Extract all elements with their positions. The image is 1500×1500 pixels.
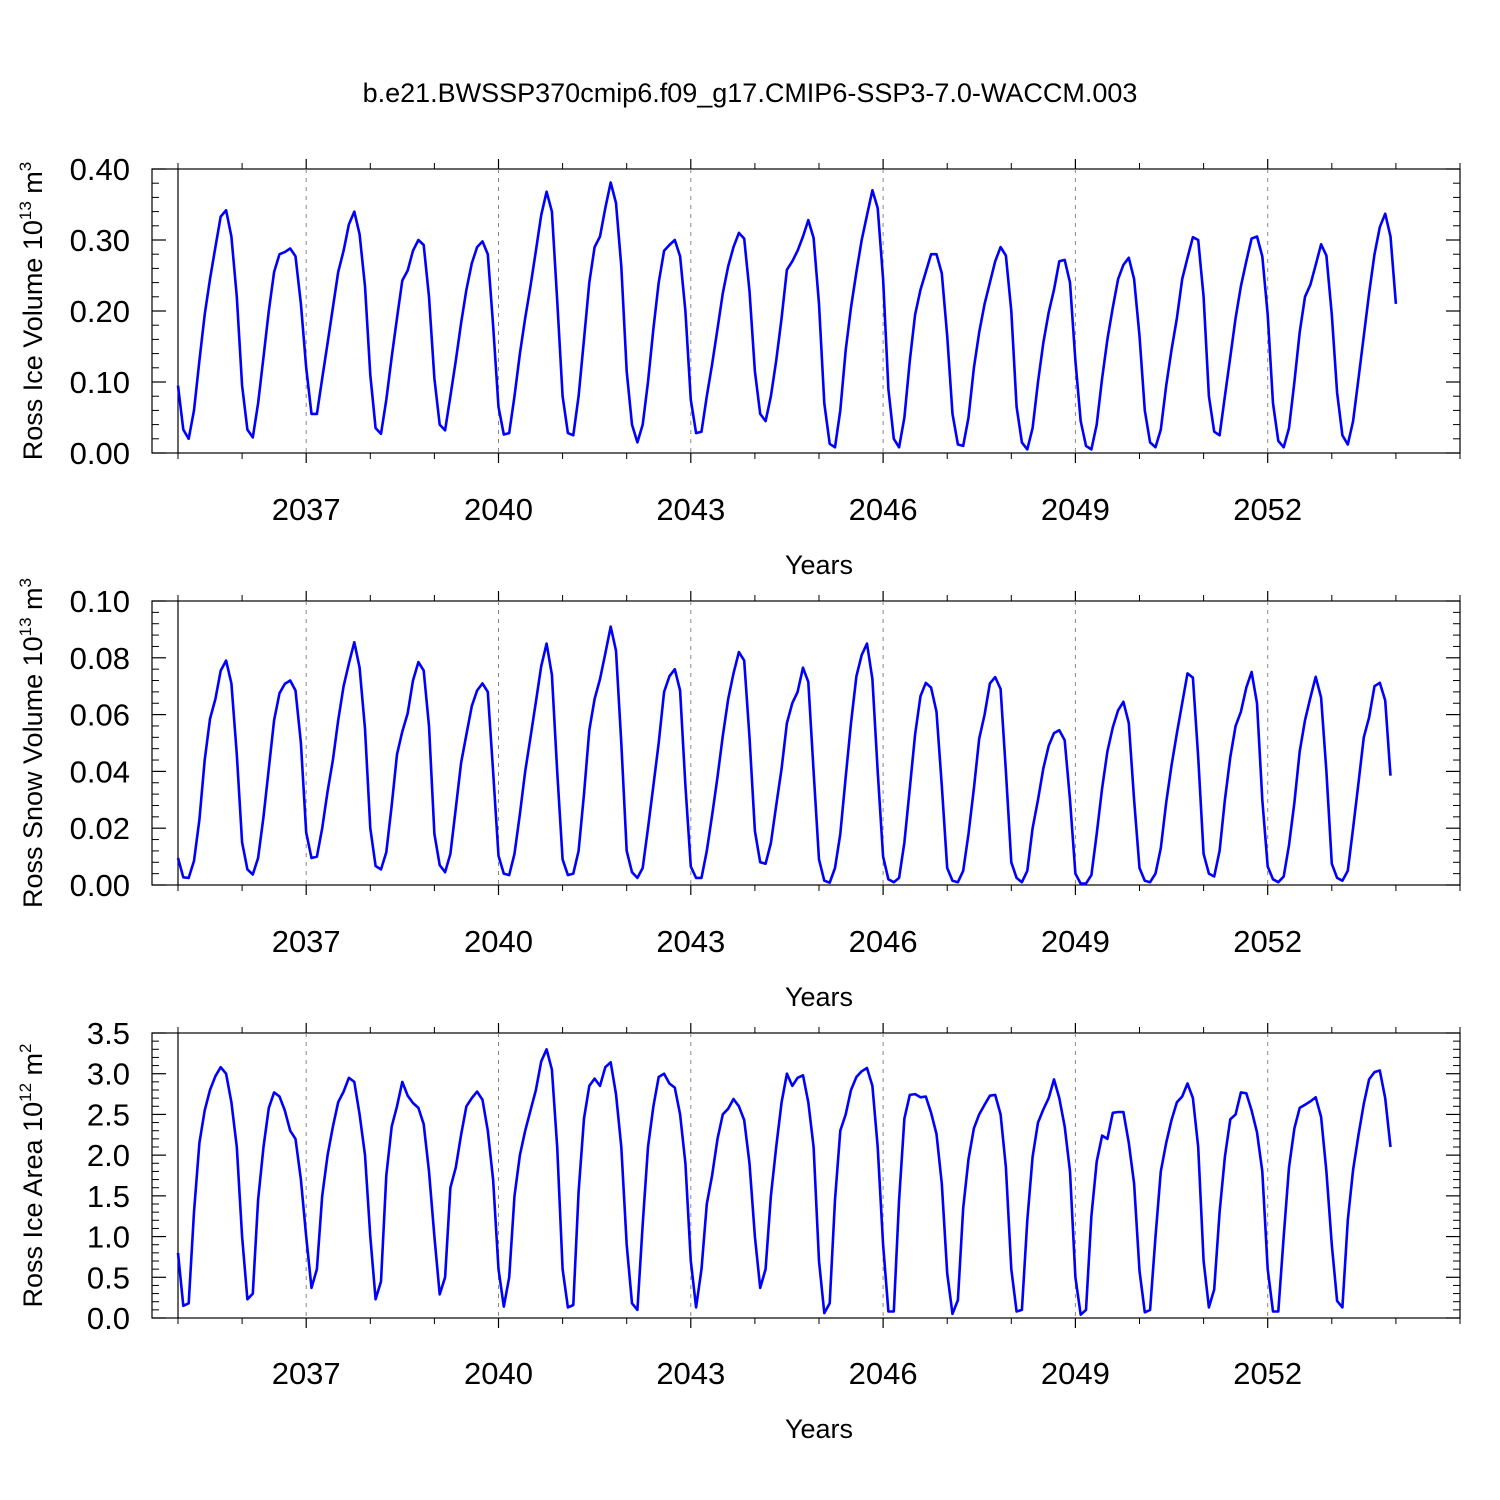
x-tick-label: 2040 (464, 492, 533, 527)
x-tick-label: 2049 (1041, 492, 1110, 527)
x-tick-label: 2049 (1041, 924, 1110, 959)
series-line (176, 181, 1398, 451)
plot-frame (151, 168, 1461, 454)
y-tick-label: 0.06 (70, 698, 130, 733)
y-axis-label: Ross Snow Volume 1013 m3 (16, 578, 48, 908)
y-tick-label: 0.08 (70, 641, 130, 676)
x-tick-label: 2046 (849, 492, 918, 527)
y-tick-label: 2.5 (87, 1097, 130, 1132)
y-tick-label: 0.20 (70, 294, 130, 329)
x-tick-label: 2052 (1233, 492, 1302, 527)
plot-frame (151, 1032, 1461, 1319)
panel-snow-volume: 2037 2040 2043 2046 2049 2052 0.00 0.02 0.04 0.06… (16, 578, 1461, 1012)
x-tick-label: 2046 (849, 924, 918, 959)
x-tick-label: 2049 (1041, 1356, 1110, 1391)
series-line (176, 1048, 1392, 1316)
x-tick-label: 2052 (1233, 1356, 1302, 1391)
x-tick-label: 2043 (656, 924, 725, 959)
y-tick-label: 3.5 (87, 1016, 130, 1051)
y-tick-label: 1.0 (87, 1220, 130, 1255)
chart-title: b.e21.BWSSP370cmip6.f09_g17.CMIP6-SSP3-7… (362, 78, 1138, 108)
x-tick-label: 2043 (656, 492, 725, 527)
y-tick-label: 3.0 (87, 1057, 130, 1092)
x-tick-label: 2040 (464, 924, 533, 959)
panel-ice-area: 2037 2040 2043 2046 2049 2052 0.0 0.5 1.0 1.5 2.0 2… (16, 1016, 1461, 1444)
y-tick-label: 0.10 (70, 584, 130, 619)
x-tick-label: 2037 (272, 1356, 341, 1391)
panel-ice-volume: 2037 2040 2043 2046 2049 2052 0.00 0.10 0.20 0.30… (16, 152, 1461, 580)
series-line (176, 625, 1392, 885)
x-tick-label: 2037 (272, 492, 341, 527)
y-tick-label: 0.40 (70, 152, 130, 187)
y-tick-label: 2.0 (87, 1138, 130, 1173)
x-tick-label: 2037 (272, 924, 341, 959)
y-axis-label: Ross Ice Volume 1013 m3 (16, 162, 48, 461)
y-tick-label: 0.0 (87, 1301, 130, 1336)
y-tick-label: 0.02 (70, 811, 130, 846)
x-axis-label: Years (785, 982, 853, 1012)
x-tick-label: 2046 (849, 1356, 918, 1391)
x-tick-label: 2043 (656, 1356, 725, 1391)
x-axis-label: Years (785, 1414, 853, 1444)
x-tick-label: 2040 (464, 1356, 533, 1391)
y-tick-label: 0.00 (70, 868, 130, 903)
y-tick-label: 1.5 (87, 1179, 130, 1214)
x-tick-label: 2052 (1233, 924, 1302, 959)
x-axis-label: Years (785, 550, 853, 580)
y-tick-label: 0.5 (87, 1260, 130, 1295)
y-tick-label: 0.30 (70, 223, 130, 258)
plot-frame (151, 600, 1461, 886)
y-tick-label: 0.04 (70, 754, 130, 789)
y-axis-label: Ross Ice Area 1012 m2 (16, 1043, 48, 1307)
y-tick-label: 0.10 (70, 365, 130, 400)
y-tick-label: 0.00 (70, 436, 130, 471)
